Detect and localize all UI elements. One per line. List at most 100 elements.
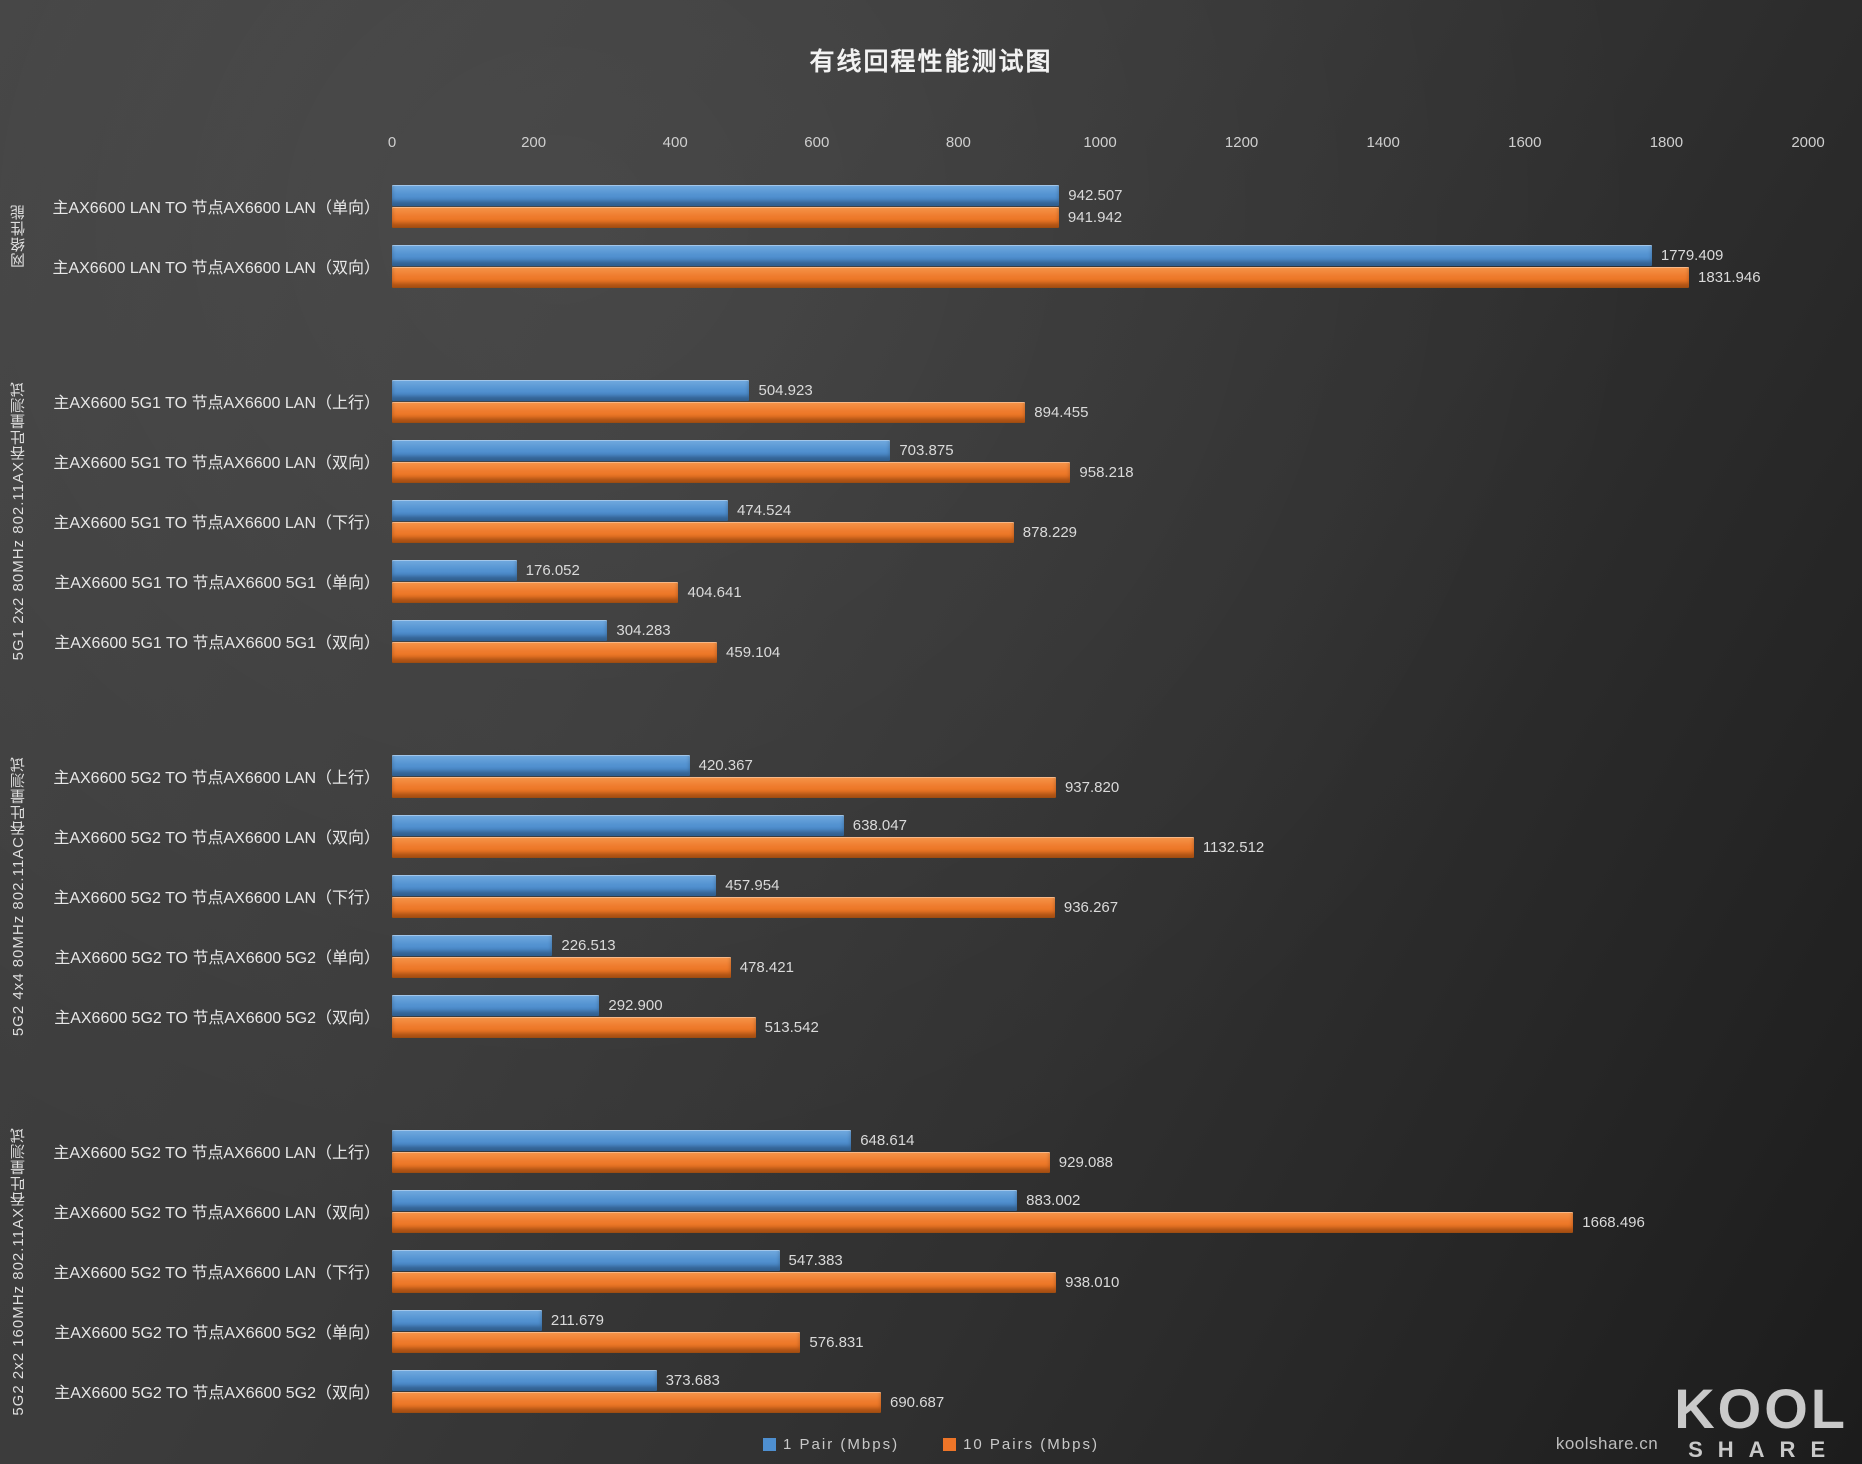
x-axis-tick: 800 — [945, 134, 971, 151]
bar-10-pairs — [392, 1271, 1057, 1293]
bar-pair: 883.002 1668.496 — [392, 1189, 1808, 1233]
value-label: 292.900 — [608, 996, 663, 1014]
bar-pair: 638.047 1132.512 — [392, 814, 1808, 858]
bar-line: 958.218 — [392, 461, 1808, 483]
bar-line: 513.542 — [392, 1016, 1808, 1038]
legend-label-10-pairs: 10 Pairs (Mbps) — [963, 1435, 1099, 1453]
value-label: 1668.496 — [1582, 1213, 1645, 1231]
bar-line: 1831.946 — [392, 266, 1808, 288]
x-axis-tick: 1800 — [1649, 134, 1684, 151]
chart-title: 有线回程性能测试图 — [809, 48, 1053, 76]
bar-1-pair — [392, 814, 844, 836]
bar-1-pair — [392, 994, 600, 1016]
category-label: 主AX6600 5G2 TO 节点AX6600 LAN（双向） — [53, 830, 380, 847]
bar-line: 304.283 — [392, 619, 1808, 641]
bar-pair: 474.524 878.229 — [392, 499, 1808, 543]
value-label: 958.218 — [1079, 463, 1134, 481]
bar-line: 937.820 — [392, 776, 1808, 798]
bar-10-pairs — [392, 956, 731, 978]
category-label: 主AX6600 5G2 TO 节点AX6600 LAN（上行） — [53, 770, 380, 787]
value-label: 373.683 — [665, 1371, 720, 1389]
bar-10-pairs — [392, 461, 1071, 483]
koolshare-logo-share: SHARE — [1688, 1437, 1841, 1463]
bar-line: 459.104 — [392, 641, 1808, 663]
value-label: 883.002 — [1026, 1191, 1081, 1209]
bar-1-pair — [392, 1369, 657, 1391]
value-label: 474.524 — [736, 501, 792, 519]
bar-row: 主AX6600 5G2 TO 节点AX6600 LAN（下行） 457.954 93… — [36, 866, 1862, 926]
bar-10-pairs — [392, 1016, 756, 1038]
legend-swatch-orange-icon — [943, 1437, 957, 1451]
bar-line: 936.267 — [392, 896, 1808, 918]
bar-line: 878.229 — [392, 521, 1808, 543]
bar-10-pairs — [392, 836, 1194, 858]
bar-row: 主AX6600 5G2 TO 节点AX6600 LAN（双向） 638.047 11… — [36, 806, 1862, 866]
category-label: 主AX6600 5G2 TO 节点AX6600 LAN（上行） — [53, 1145, 380, 1162]
value-label: 937.820 — [1064, 778, 1120, 796]
value-label: 176.052 — [525, 561, 580, 579]
bar-1-pair — [392, 184, 1060, 206]
bar-1-pair — [392, 244, 1652, 266]
category-label: 主AX6600 5G1 TO 节点AX6600 5G1（双向） — [54, 635, 380, 652]
category-label: 主AX6600 LAN TO 节点AX6600 LAN（双向） — [52, 260, 380, 277]
value-label: 638.047 — [852, 816, 907, 834]
bar-1-pair — [392, 1189, 1018, 1211]
group-rows: 主AX6600 5G2 TO 节点AX6600 LAN（上行） 420.367 93… — [36, 746, 1862, 1046]
x-axis-tick: 1600 — [1508, 134, 1542, 151]
category-label: 主AX6600 5G1 TO 节点AX6600 LAN（下行） — [53, 515, 380, 532]
value-label: 690.687 — [890, 1393, 945, 1411]
bar-line: 690.687 — [392, 1391, 1808, 1413]
x-axis-tick: 0 — [387, 134, 397, 151]
group-label-rail: 网络性能 — [0, 176, 36, 296]
value-label: 459.104 — [726, 643, 781, 661]
bar-line: 883.002 — [392, 1189, 1808, 1211]
bar-row: 主AX6600 5G2 TO 节点AX6600 5G2（双向） 292.900 51… — [36, 986, 1862, 1046]
category-label: 主AX6600 5G2 TO 节点AX6600 5G2（单向） — [54, 950, 380, 967]
bar-line: 929.088 — [392, 1151, 1808, 1173]
bar-pair: 292.900 513.542 — [392, 994, 1808, 1038]
koolshare-watermark: koolshare.cn KOOL SHARE — [1555, 1380, 1848, 1463]
koolshare-url: koolshare.cn — [1555, 1434, 1659, 1453]
bar-line: 638.047 — [392, 814, 1808, 836]
value-label: 513.542 — [764, 1018, 819, 1036]
bar-pair: 373.683 690.687 — [392, 1369, 1808, 1413]
group-rows: 主AX6600 5G1 TO 节点AX6600 LAN（上行） 504.923 89… — [36, 371, 1862, 671]
bar-pair: 211.679 576.831 — [392, 1309, 1808, 1353]
bar-pair: 226.513 478.421 — [392, 934, 1808, 978]
bar-pair: 703.875 958.218 — [392, 439, 1808, 483]
bar-10-pairs — [392, 1211, 1574, 1233]
bar-pair: 304.283 459.104 — [392, 619, 1808, 663]
bar-10-pairs — [392, 206, 1059, 228]
group-rows: 主AX6600 LAN TO 节点AX6600 LAN（单向） 942.507 94… — [36, 176, 1862, 296]
x-axis: 0 200 400 600 800 1000 1200 1400 1600 1800 2000 — [388, 134, 1825, 154]
value-label: 929.088 — [1058, 1153, 1114, 1171]
value-label: 878.229 — [1022, 523, 1078, 541]
bar-line: 703.875 — [392, 439, 1808, 461]
value-label: 404.641 — [687, 583, 742, 601]
bar-line: 292.900 — [392, 994, 1808, 1016]
group-label-rail: 5G2 2x2 160MHz 802.11AX吞吐量测试 — [0, 1121, 36, 1421]
bar-row: 主AX6600 5G2 TO 节点AX6600 LAN（上行） 648.614 92… — [36, 1121, 1862, 1181]
category-label: 主AX6600 5G2 TO 节点AX6600 5G2（双向） — [54, 1010, 380, 1027]
legend-item-1-pair: 1 Pair (Mbps) — [763, 1436, 899, 1453]
value-label: 648.614 — [860, 1131, 915, 1149]
category-label: 主AX6600 5G2 TO 节点AX6600 LAN（下行） — [53, 890, 380, 907]
bar-line: 547.383 — [392, 1249, 1808, 1271]
bar-line: 504.923 — [392, 379, 1808, 401]
bar-1-pair — [392, 1249, 780, 1271]
bar-group: 网络性能 主AX6600 LAN TO 节点AX6600 LAN（单向） 942.5… — [0, 176, 1862, 296]
bar-pair: 176.052 404.641 — [392, 559, 1808, 603]
bar-row: 主AX6600 5G2 TO 节点AX6600 LAN（双向） 883.002 16… — [36, 1181, 1862, 1241]
x-axis-tick: 1200 — [1224, 134, 1259, 151]
bar-group: 5G1 2x2 80MHz 802.11AX吞吐量测试 主AX6600 5G1 T… — [0, 371, 1862, 671]
bar-1-pair — [392, 439, 891, 461]
bar-1-pair — [392, 1129, 852, 1151]
category-label: 主AX6600 5G1 TO 节点AX6600 LAN（双向） — [53, 455, 380, 472]
value-label: 941.942 — [1067, 208, 1123, 226]
group-rows: 主AX6600 5G2 TO 节点AX6600 LAN（上行） 648.614 92… — [36, 1121, 1862, 1421]
category-label: 主AX6600 5G1 TO 节点AX6600 5G1（单向） — [54, 575, 380, 592]
bar-line: 1779.409 — [392, 244, 1808, 266]
legend-swatch-blue-icon — [763, 1437, 777, 1451]
legend-item-10-pairs: 10 Pairs (Mbps) — [943, 1436, 1099, 1453]
